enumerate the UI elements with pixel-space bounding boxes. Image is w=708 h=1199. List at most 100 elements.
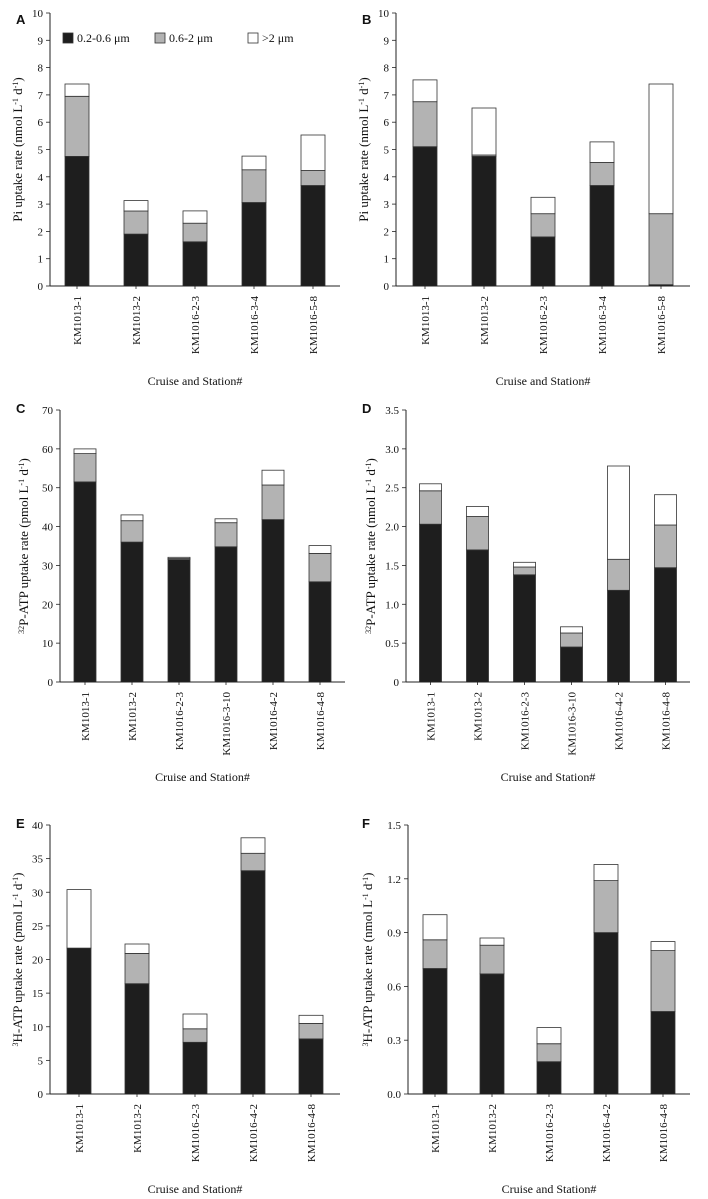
y-tick-label: 0.5 <box>385 638 399 650</box>
bar-segment <box>513 561 536 568</box>
y-tick-label: 8 <box>384 63 390 75</box>
category-label: KM1013-1 <box>420 296 432 345</box>
bar-segment <box>479 973 505 1095</box>
x-axis-title: Cruise and Station# <box>501 770 596 784</box>
bar-segment <box>466 516 489 551</box>
y-tick-label: 0.3 <box>387 1035 401 1047</box>
category-label: KM1016-2-3 <box>174 692 186 751</box>
legend-label: 0.2-0.6 μm <box>77 31 130 45</box>
bar-segment <box>120 541 144 683</box>
category-label: KM1013-1 <box>74 1104 86 1153</box>
bar-segment <box>308 545 332 554</box>
y-tick-label: 40 <box>42 522 54 534</box>
category-label: KM1016-5-8 <box>308 296 320 355</box>
bar-segment <box>419 490 442 525</box>
category-label: KM1016-4-2 <box>268 692 280 750</box>
bar-segment <box>64 83 90 97</box>
bar-segment <box>607 589 630 683</box>
category-label: KM1013-1 <box>80 692 92 741</box>
x-axis-title: Cruise and Station# <box>502 1182 597 1196</box>
bar-segment <box>419 523 442 683</box>
category-label: KM1013-1 <box>426 692 438 741</box>
y-tick-label: 3.5 <box>385 405 399 417</box>
category-label: KM1016-4-8 <box>661 692 673 751</box>
bar-segment <box>124 943 150 954</box>
bar-segment <box>182 222 208 243</box>
y-tick-label: 10 <box>42 638 54 650</box>
y-tick-label: 0 <box>38 281 44 293</box>
bar-segment <box>513 566 536 576</box>
y-tick-label: 3.0 <box>385 444 399 456</box>
bar-segment <box>124 953 150 985</box>
bar-segment <box>593 932 619 1095</box>
bar-segment <box>298 1038 324 1095</box>
y-tick-label: 0 <box>38 1089 44 1101</box>
y-tick-label: 7 <box>38 90 44 102</box>
y-axis-title: 32P-ATP uptake rate (pmol L-1 d-1) <box>16 458 31 634</box>
y-tick-label: 4 <box>384 172 390 184</box>
panel-letter: D <box>362 401 371 416</box>
bar-segment <box>412 79 438 103</box>
bar-segment <box>589 141 615 163</box>
y-tick-label: 1.0 <box>385 599 399 611</box>
category-label: KM1016-4-2 <box>614 692 626 750</box>
bar-segment <box>589 161 615 186</box>
bar-segment <box>471 155 497 287</box>
y-tick-label: 25 <box>32 921 44 933</box>
bar-segment <box>120 514 144 522</box>
y-tick-label: 20 <box>42 599 54 611</box>
bar-segment <box>308 581 332 683</box>
bar-segment <box>479 944 505 975</box>
y-tick-label: 6 <box>384 117 390 129</box>
y-tick-label: 5 <box>38 1055 44 1067</box>
bar-segment <box>589 185 615 287</box>
bar-segment <box>479 937 505 946</box>
panel-letter: C <box>16 401 26 416</box>
y-tick-label: 2 <box>384 226 390 238</box>
y-tick-label: 0 <box>384 281 390 293</box>
bar-segment <box>560 646 583 683</box>
bar-segment <box>120 520 144 543</box>
category-label: KM1016-2-3 <box>544 1104 556 1163</box>
bar-segment <box>648 83 674 215</box>
y-tick-label: 5 <box>384 145 390 157</box>
legend-label: >2 μm <box>262 31 294 45</box>
category-label: KM1016-4-2 <box>248 1104 260 1162</box>
category-label: KM1016-4-8 <box>658 1104 670 1163</box>
category-label: KM1016-3-10 <box>221 692 233 756</box>
category-label: KM1016-3-10 <box>567 692 579 756</box>
y-tick-label: 2.5 <box>385 483 399 495</box>
bar-segment <box>240 852 266 872</box>
category-label: KM1013-1 <box>430 1104 442 1153</box>
x-axis-title: Cruise and Station# <box>155 770 250 784</box>
bar-segment <box>308 553 332 583</box>
bar-segment <box>182 1028 208 1043</box>
bar-segment <box>73 453 97 483</box>
legend-swatch <box>247 32 259 44</box>
category-label: KM1016-2-3 <box>190 1104 202 1163</box>
chart-panel-a: A KM1013-1 KM1013-2 KM1016-2-3 KM1016-3-4 KM1… <box>10 8 340 388</box>
y-tick-label: 9 <box>38 35 44 47</box>
bar-segment <box>298 1023 324 1040</box>
y-tick-label: 9 <box>384 35 390 47</box>
bar-segment <box>530 236 556 287</box>
bar-segment <box>73 481 97 683</box>
bar-segment <box>167 556 191 559</box>
bar-segment <box>123 200 149 212</box>
category-label: KM1013-2 <box>127 692 139 741</box>
y-tick-label: 7 <box>384 90 390 102</box>
y-tick-label: 20 <box>32 955 44 967</box>
x-axis-title: Cruise and Station# <box>148 1182 243 1196</box>
chart-panel-e: E KM1013-1 KM1013-2 KM1016-2-3 KM1016-4-2 KM1… <box>10 816 340 1196</box>
bar-segment <box>654 567 677 683</box>
legend: 0.2-0.6 μm 0.6-2 μm >2 μm <box>62 31 294 45</box>
bar-segment <box>298 1014 324 1024</box>
panel-letter: E <box>16 816 25 831</box>
bar-segment <box>513 574 536 683</box>
y-tick-label: 3 <box>384 199 390 211</box>
y-tick-label: 1.5 <box>385 560 399 572</box>
y-axis-title: Pi uptake rate (nmol L-1 d-1) <box>10 77 25 221</box>
bar-segment <box>123 210 149 235</box>
bar-segment <box>530 196 556 215</box>
category-label: KM1016-4-8 <box>315 692 327 751</box>
